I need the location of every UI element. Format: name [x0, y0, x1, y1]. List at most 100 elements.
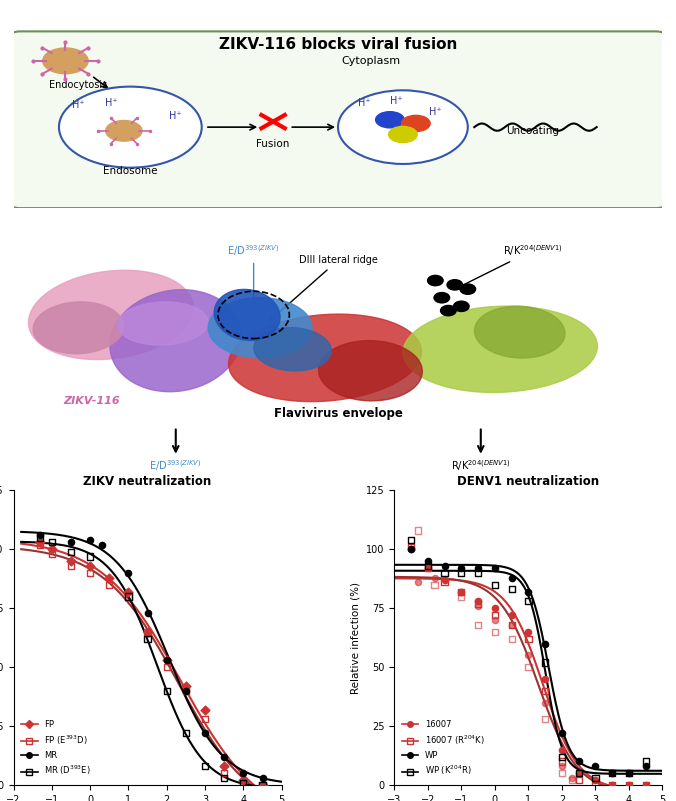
Point	[422, 559, 433, 572]
Text: Fusion: Fusion	[256, 139, 290, 149]
Point	[199, 703, 210, 716]
Polygon shape	[33, 302, 124, 354]
Point	[607, 779, 618, 791]
Point	[523, 649, 534, 662]
Point	[257, 779, 268, 791]
Point	[473, 566, 483, 579]
Point	[406, 543, 416, 556]
Point	[623, 779, 634, 791]
Point	[35, 529, 46, 541]
Polygon shape	[118, 302, 208, 345]
Point	[456, 562, 466, 574]
Point	[84, 533, 95, 546]
Point	[566, 774, 577, 787]
Point	[640, 759, 651, 772]
Point	[35, 538, 46, 551]
Text: H⁺: H⁺	[358, 99, 370, 108]
Point	[506, 571, 517, 584]
Point	[66, 545, 76, 558]
Point	[539, 673, 550, 686]
Text: Uncoating: Uncoating	[506, 126, 559, 136]
Point	[104, 571, 115, 584]
Point	[556, 743, 567, 756]
Point	[489, 609, 500, 622]
Circle shape	[389, 127, 417, 143]
Text: R/K$^{204(DENV1)}$: R/K$^{204(DENV1)}$	[459, 243, 562, 288]
Point	[556, 727, 567, 739]
Point	[539, 684, 550, 697]
Point	[84, 550, 95, 563]
Point	[439, 559, 450, 572]
Text: H⁺: H⁺	[390, 96, 403, 107]
Point	[556, 751, 567, 763]
Point	[473, 597, 483, 610]
Point	[506, 633, 517, 646]
Point	[123, 590, 134, 603]
Point	[47, 543, 57, 556]
Point	[180, 727, 191, 739]
Point	[84, 566, 95, 579]
Text: Endocytosis: Endocytosis	[49, 80, 107, 90]
Point	[66, 536, 76, 549]
Point	[506, 618, 517, 631]
Point	[607, 767, 618, 779]
Point	[162, 661, 172, 674]
Polygon shape	[403, 306, 598, 392]
Point	[422, 562, 433, 574]
Point	[456, 586, 466, 598]
Text: Cytoplasm: Cytoplasm	[341, 56, 400, 66]
Point	[473, 562, 483, 574]
Point	[406, 541, 416, 553]
Legend: FP, FP (E$^{393}$D), MR, MR (D$^{393}$E): FP, FP (E$^{393}$D), MR, MR (D$^{393}$E)	[18, 717, 95, 781]
Point	[607, 779, 618, 791]
Point	[439, 576, 450, 589]
Point	[142, 633, 153, 646]
Point	[640, 779, 651, 791]
Point	[456, 586, 466, 598]
Point	[35, 531, 46, 544]
Point	[238, 774, 249, 787]
Circle shape	[454, 301, 469, 312]
Point	[162, 684, 172, 697]
Text: H⁺: H⁺	[105, 99, 117, 108]
Polygon shape	[254, 328, 331, 371]
Point	[573, 755, 584, 768]
Point	[219, 767, 230, 779]
Point	[506, 583, 517, 596]
Point	[422, 555, 433, 568]
Point	[539, 637, 550, 650]
Point	[489, 602, 500, 614]
Circle shape	[43, 48, 88, 74]
Point	[412, 576, 423, 589]
Point	[523, 626, 534, 638]
Text: H⁺: H⁺	[170, 111, 182, 121]
Point	[238, 776, 249, 789]
Point	[489, 614, 500, 626]
Circle shape	[376, 111, 404, 128]
Point	[180, 684, 191, 697]
Polygon shape	[110, 290, 241, 392]
Text: Endosome: Endosome	[103, 167, 158, 176]
Point	[142, 626, 153, 638]
Point	[47, 536, 57, 549]
Point	[104, 578, 115, 591]
Text: E/D$^{393(ZIKV)}$: E/D$^{393(ZIKV)}$	[149, 458, 202, 473]
Point	[623, 767, 634, 779]
Text: Flavivirus envelope: Flavivirus envelope	[274, 407, 402, 421]
Point	[429, 578, 440, 591]
Point	[162, 654, 172, 666]
Point	[422, 562, 433, 574]
Point	[556, 755, 567, 768]
Polygon shape	[208, 298, 312, 358]
Circle shape	[427, 276, 443, 286]
Polygon shape	[28, 270, 193, 360]
Point	[539, 696, 550, 709]
Text: DIII lateral ridge: DIII lateral ridge	[270, 256, 377, 320]
Point	[429, 571, 440, 584]
Point	[489, 578, 500, 591]
Point	[456, 586, 466, 598]
Point	[238, 776, 249, 789]
Point	[123, 586, 134, 598]
Point	[456, 590, 466, 603]
Point	[199, 713, 210, 726]
